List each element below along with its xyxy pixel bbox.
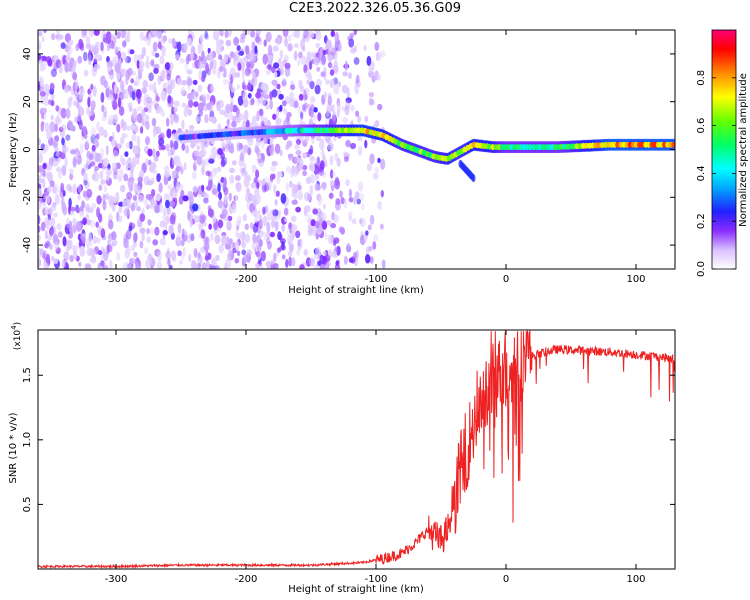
y-tick-label: 0: [22, 146, 33, 152]
snr-y-scale-label: (x104): [10, 322, 23, 350]
y-tick-label: 20: [22, 95, 33, 108]
colorbar: 0.0 0.2 0.4 0.6 0.8 Normalized spectral ampl…: [696, 29, 749, 277]
snr-panel: -300 -200 -100 0 100 0.5 1.0 1.5 Height of str…: [8, 322, 676, 595]
colorbar-tick-label: 0.2: [696, 213, 707, 229]
x-tick-label: 0: [503, 274, 509, 285]
colorbar-tick-label: 0.8: [696, 70, 707, 86]
x-tick-label: -100: [365, 274, 388, 285]
colorbar-tick-label: 0.0: [696, 261, 707, 277]
x-tick-label: -200: [235, 274, 258, 285]
x-tick-label: -300: [105, 274, 128, 285]
colorbar-tick-label: 0.4: [696, 165, 707, 181]
snr-plot-area: [38, 330, 675, 569]
spectrogram-x-ticks: -300 -200 -100 0 100: [105, 30, 646, 285]
y-tick-label: 1.5: [22, 367, 33, 383]
spectrogram-y-ticks: -40 -20 0 20 40: [22, 48, 675, 253]
snr-y-ticks: 0.5 1.0 1.5: [22, 367, 675, 512]
colorbar-tick-label: 0.6: [696, 118, 707, 134]
colorbar-gradient: [711, 29, 737, 270]
snr-y-scale-text: (x10: [13, 330, 23, 351]
x-tick-label: -100: [365, 574, 388, 585]
colorbar-label: Normalized spectral amplitude: [738, 73, 749, 227]
snr-frame: [37, 329, 676, 570]
snr-y-scale-exponent: 4: [10, 325, 18, 330]
y-tick-label: 1.0: [22, 432, 33, 448]
y-tick-label: -40: [22, 237, 33, 253]
svg-text:(x104): (x104): [10, 322, 23, 350]
colorbar-ticks: 0.0 0.2 0.4 0.6 0.8: [696, 70, 736, 277]
x-tick-label: 0: [503, 574, 509, 585]
x-tick-label: 100: [626, 574, 645, 585]
x-tick-label: 100: [626, 274, 645, 285]
snr-y-label: SNR (10 * v/v): [8, 412, 19, 483]
x-tick-label: -300: [105, 574, 128, 585]
snr-x-ticks: -300 -200 -100 0 100: [105, 330, 646, 585]
y-tick-label: 0.5: [22, 496, 33, 512]
y-tick-label: -20: [22, 189, 33, 205]
spectrogram-x-label: Height of straight line (km): [288, 285, 424, 296]
y-tick-label: 40: [22, 48, 33, 61]
x-tick-label: -200: [235, 574, 258, 585]
snr-x-label: Height of straight line (km): [288, 584, 424, 595]
spectrogram-y-label: Frequency (Hz): [8, 112, 19, 188]
chart-title: C2E3.2022.326.05.36.G09: [288, 1, 462, 16]
spectrogram-ridge-layer: [178, 124, 675, 183]
snr-series-line: [38, 330, 675, 569]
spectrogram-noise-layer: [38, 30, 386, 269]
